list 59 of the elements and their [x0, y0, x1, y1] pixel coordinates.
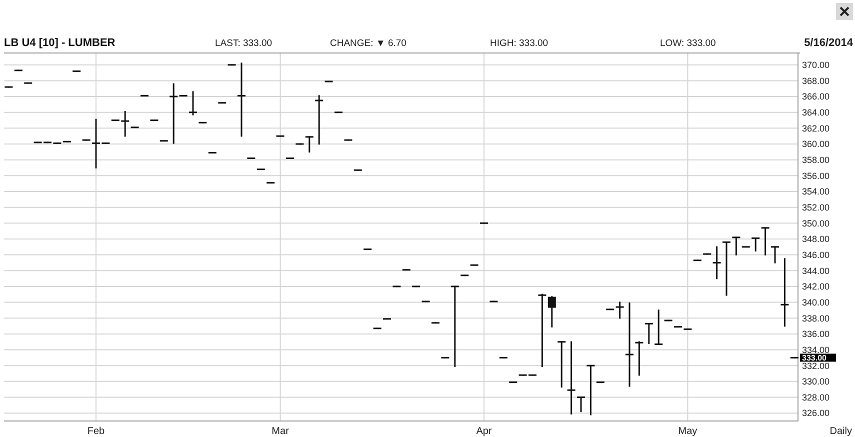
y-tick-label: 338.00: [802, 313, 830, 324]
candlestick: [170, 82, 178, 145]
y-tick-label: 356.00: [802, 170, 830, 181]
text: HIGH: 333.00: [490, 38, 548, 49]
y-tick-label: 330.00: [802, 376, 830, 387]
text: Daily: [830, 426, 852, 437]
candlestick: [577, 396, 585, 413]
candlestick: [189, 90, 197, 116]
y-tick-label: 334.00: [802, 344, 830, 355]
y-tick-label: 360.00: [802, 139, 830, 150]
candlestick: [567, 340, 576, 416]
chart-title: LB U4 [10] - LUMBER: [4, 37, 116, 49]
candlestick: [626, 302, 634, 388]
y-tick-label: 326.00: [802, 408, 830, 418]
candlestick: [761, 226, 770, 256]
candlestick: [558, 340, 566, 388]
x-tick-label: Mar: [272, 426, 290, 437]
y-tick-label: 332.00: [802, 360, 830, 371]
y-tick-label: 368.00: [802, 76, 830, 86]
candlestick: [586, 364, 595, 416]
x-tick-label: May: [678, 426, 698, 437]
y-tick-label: 364.00: [802, 108, 830, 118]
y-tick-label: 340.00: [802, 297, 830, 308]
y-tick-label: 366.00: [802, 92, 830, 102]
text: LAST: 333.00: [215, 38, 272, 49]
text: CHANGE: ▼ 6.70: [330, 38, 406, 49]
y-tick-label: 350.00: [802, 218, 830, 228]
candlestick: [616, 300, 624, 320]
candlestick: [771, 246, 779, 264]
candlestick: [722, 240, 730, 297]
candlestick: [305, 136, 314, 154]
x-tick-label: Feb: [87, 426, 106, 437]
candlestick: [450, 285, 459, 368]
y-tick-label: 346.00: [802, 250, 830, 260]
candlestick: [548, 295, 556, 328]
candlestick: [538, 293, 546, 368]
x-tick-label: Apr: [476, 426, 492, 437]
y-tick-label: 348.00: [802, 234, 830, 244]
candlestick: [654, 308, 663, 346]
y-tick-label: 344.00: [802, 266, 830, 276]
y-tick-label: 328.00: [802, 392, 830, 402]
candlestick: [780, 257, 789, 328]
candlestick: [712, 246, 721, 280]
y-tick-label: 354.00: [802, 186, 830, 197]
candlestick: [635, 340, 644, 376]
candlestick: [238, 62, 246, 138]
y-tick-label: 370.00: [802, 60, 830, 70]
y-tick-label: 362.00: [802, 123, 830, 134]
text: 5/16/2014: [804, 37, 854, 49]
y-tick-label: 336.00: [802, 329, 830, 340]
text: 333.00: [802, 354, 828, 362]
text: LOW: 333.00: [660, 38, 716, 49]
candlestick: [732, 236, 740, 256]
y-tick-label: 342.00: [802, 282, 830, 292]
candlestick: [315, 94, 324, 146]
candlestick: [752, 236, 760, 252]
y-tick-label: 352.00: [802, 202, 830, 212]
candlestick: [644, 322, 653, 345]
y-tick-label: 358.00: [802, 154, 830, 165]
